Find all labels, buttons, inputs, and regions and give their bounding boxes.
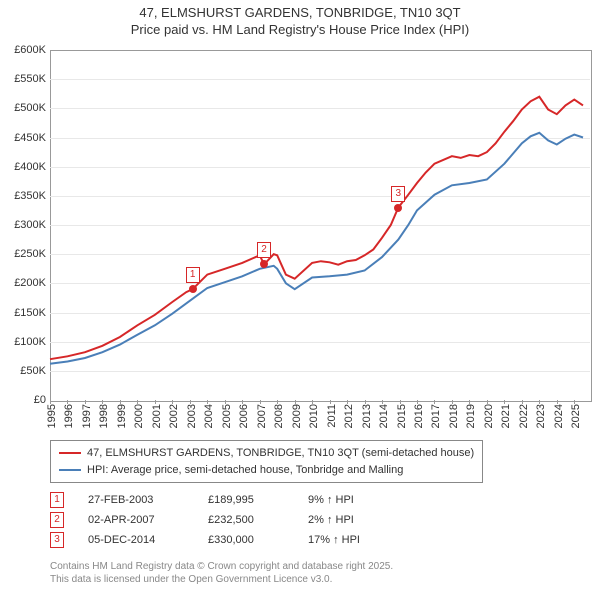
sales-pct: 2% ↑ HPI	[308, 514, 388, 526]
x-tick-label: 2019	[465, 404, 477, 428]
sales-row-marker: 3	[50, 532, 64, 548]
x-tick-label: 2018	[448, 404, 460, 428]
sales-row: 1 27-FEB-2003£189,9959% ↑ HPI	[50, 490, 388, 510]
chart-title: 47, ELMSHURST GARDENS, TONBRIDGE, TN10 3…	[0, 0, 600, 39]
y-tick-label: £0	[34, 394, 46, 406]
sales-pct: 9% ↑ HPI	[308, 494, 388, 506]
title-line-1: 47, ELMSHURST GARDENS, TONBRIDGE, TN10 3…	[0, 5, 600, 22]
legend-item: HPI: Average price, semi-detached house,…	[59, 462, 474, 479]
y-tick-label: £100K	[14, 336, 46, 348]
legend-label: HPI: Average price, semi-detached house,…	[87, 462, 403, 479]
sales-row-marker: 1	[50, 492, 64, 508]
y-tick-label: £150K	[14, 307, 46, 319]
sales-date: 05-DEC-2014	[88, 534, 208, 546]
footer-line-2: This data is licensed under the Open Gov…	[50, 574, 393, 587]
x-tick-label: 2010	[308, 404, 320, 428]
x-tick-label: 2008	[273, 404, 285, 428]
x-tick-label: 1995	[46, 404, 58, 428]
legend-box: 47, ELMSHURST GARDENS, TONBRIDGE, TN10 3…	[50, 440, 483, 483]
x-tick-label: 2007	[256, 404, 268, 428]
y-tick-label: £350K	[14, 190, 46, 202]
x-tick-label: 2021	[500, 404, 512, 428]
sale-dot	[260, 260, 268, 268]
legend-item: 47, ELMSHURST GARDENS, TONBRIDGE, TN10 3…	[59, 445, 474, 462]
y-tick-label: £200K	[14, 277, 46, 289]
sale-dot	[394, 204, 402, 212]
x-tick-label: 2002	[168, 404, 180, 428]
x-tick-label: 2025	[570, 404, 582, 428]
x-tick-label: 2015	[396, 404, 408, 428]
x-tick-label: 2020	[483, 404, 495, 428]
y-tick-label: £450K	[14, 132, 46, 144]
chart-plot-area: £0£50K£100K£150K£200K£250K£300K£350K£400…	[50, 50, 590, 400]
legend-swatch	[59, 452, 81, 454]
legend-swatch	[59, 469, 81, 471]
title-line-2: Price paid vs. HM Land Registry's House …	[0, 22, 600, 39]
x-tick-label: 1998	[98, 404, 110, 428]
x-tick-label: 2005	[221, 404, 233, 428]
x-tick-label: 2004	[203, 404, 215, 428]
x-tick-label: 2014	[378, 404, 390, 428]
x-tick-label: 2011	[326, 404, 338, 428]
x-tick-label: 2000	[133, 404, 145, 428]
x-tick-label: 2003	[186, 404, 198, 428]
x-tick-label: 2016	[413, 404, 425, 428]
footer-line-1: Contains HM Land Registry data © Crown c…	[50, 561, 393, 574]
price-line	[50, 97, 583, 360]
y-tick-label: £600K	[14, 44, 46, 56]
sales-row-marker: 2	[50, 512, 64, 528]
y-tick-label: £500K	[14, 102, 46, 114]
y-tick-label: £550K	[14, 73, 46, 85]
sales-price: £232,500	[208, 514, 308, 526]
sales-row: 3 05-DEC-2014£330,00017% ↑ HPI	[50, 530, 388, 550]
x-tick-label: 1997	[81, 404, 93, 428]
sale-marker-label: 1	[186, 267, 200, 283]
sale-marker-label: 2	[257, 242, 271, 258]
sale-marker-label: 3	[391, 186, 405, 202]
x-tick-label: 2009	[291, 404, 303, 428]
y-tick-label: £250K	[14, 248, 46, 260]
sales-date: 02-APR-2007	[88, 514, 208, 526]
legend-label: 47, ELMSHURST GARDENS, TONBRIDGE, TN10 3…	[87, 445, 474, 462]
x-tick-label: 2012	[343, 404, 355, 428]
sales-price: £330,000	[208, 534, 308, 546]
x-tick-label: 2017	[430, 404, 442, 428]
chart-container: 47, ELMSHURST GARDENS, TONBRIDGE, TN10 3…	[0, 0, 600, 590]
y-tick-label: £400K	[14, 161, 46, 173]
x-tick-label: 1999	[116, 404, 128, 428]
y-tick-label: £300K	[14, 219, 46, 231]
x-tick-label: 2022	[518, 404, 530, 428]
sale-dot	[189, 285, 197, 293]
line-series-svg	[50, 50, 590, 400]
sales-pct: 17% ↑ HPI	[308, 534, 388, 546]
sales-date: 27-FEB-2003	[88, 494, 208, 506]
sales-row: 2 02-APR-2007£232,5002% ↑ HPI	[50, 510, 388, 530]
x-tick-label: 2001	[151, 404, 163, 428]
x-tick-label: 2006	[238, 404, 250, 428]
x-tick-label: 2023	[535, 404, 547, 428]
x-tick-label: 1996	[63, 404, 75, 428]
x-tick-label: 2013	[361, 404, 373, 428]
y-tick-label: £50K	[20, 365, 46, 377]
sales-price: £189,995	[208, 494, 308, 506]
footer-attribution: Contains HM Land Registry data © Crown c…	[50, 561, 393, 586]
x-tick-label: 2024	[553, 404, 565, 428]
sales-table: 1 27-FEB-2003£189,9959% ↑ HPI 2 02-APR-2007…	[50, 490, 388, 550]
